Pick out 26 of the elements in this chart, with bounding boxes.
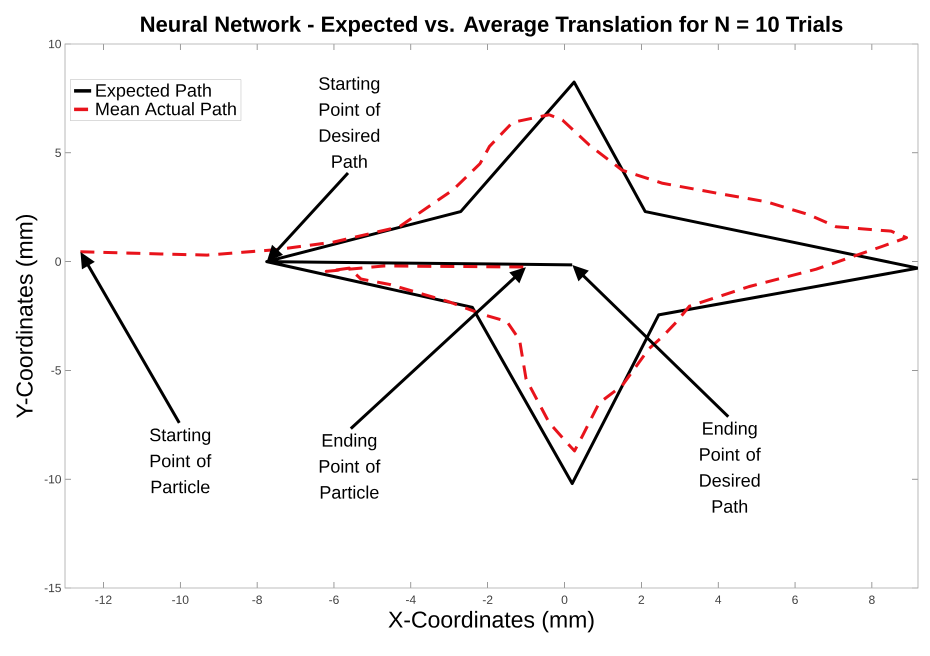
annotation: Starting Point of Desired Path [319, 76, 380, 168]
legend-label: Mean Actual Path [96, 102, 236, 116]
annotation: Ending Point of Particle [320, 434, 380, 499]
chart-title: Neural Network - Expected vs. Average Translation for N = 10 Trials [141, 16, 842, 36]
x-tick-label: -4 [406, 596, 416, 604]
y-tick-label: -10 [44, 474, 62, 484]
x-tick-label: -8 [252, 596, 262, 604]
y-tick-label: 0 [55, 257, 62, 266]
x-tick-label: 0 [562, 596, 568, 604]
legend-label: Expected Path [96, 84, 211, 100]
x-tick-label: -12 [95, 596, 112, 604]
x-tick-label: 8 [869, 596, 875, 604]
annotation: Starting Point of Particle [150, 428, 212, 494]
annotation: Ending Point of Desired Path [700, 422, 761, 513]
x-tick-label: 6 [792, 596, 798, 604]
y-tick-label: -15 [44, 584, 61, 592]
x-tick-label: -2 [482, 596, 492, 604]
x-tick-label: 2 [638, 596, 644, 604]
y-tick-label: 5 [55, 148, 61, 157]
y-tick-label: 10 [49, 40, 62, 48]
y-axis-title: Y-Coordinates (mm) [16, 214, 38, 418]
x-axis-title: X-Coordinates (mm) [388, 610, 594, 632]
x-tick-label: -10 [172, 596, 188, 604]
x-tick-label: 4 [715, 596, 722, 604]
y-tick-label: -5 [51, 366, 61, 375]
x-tick-label: -6 [329, 596, 339, 604]
